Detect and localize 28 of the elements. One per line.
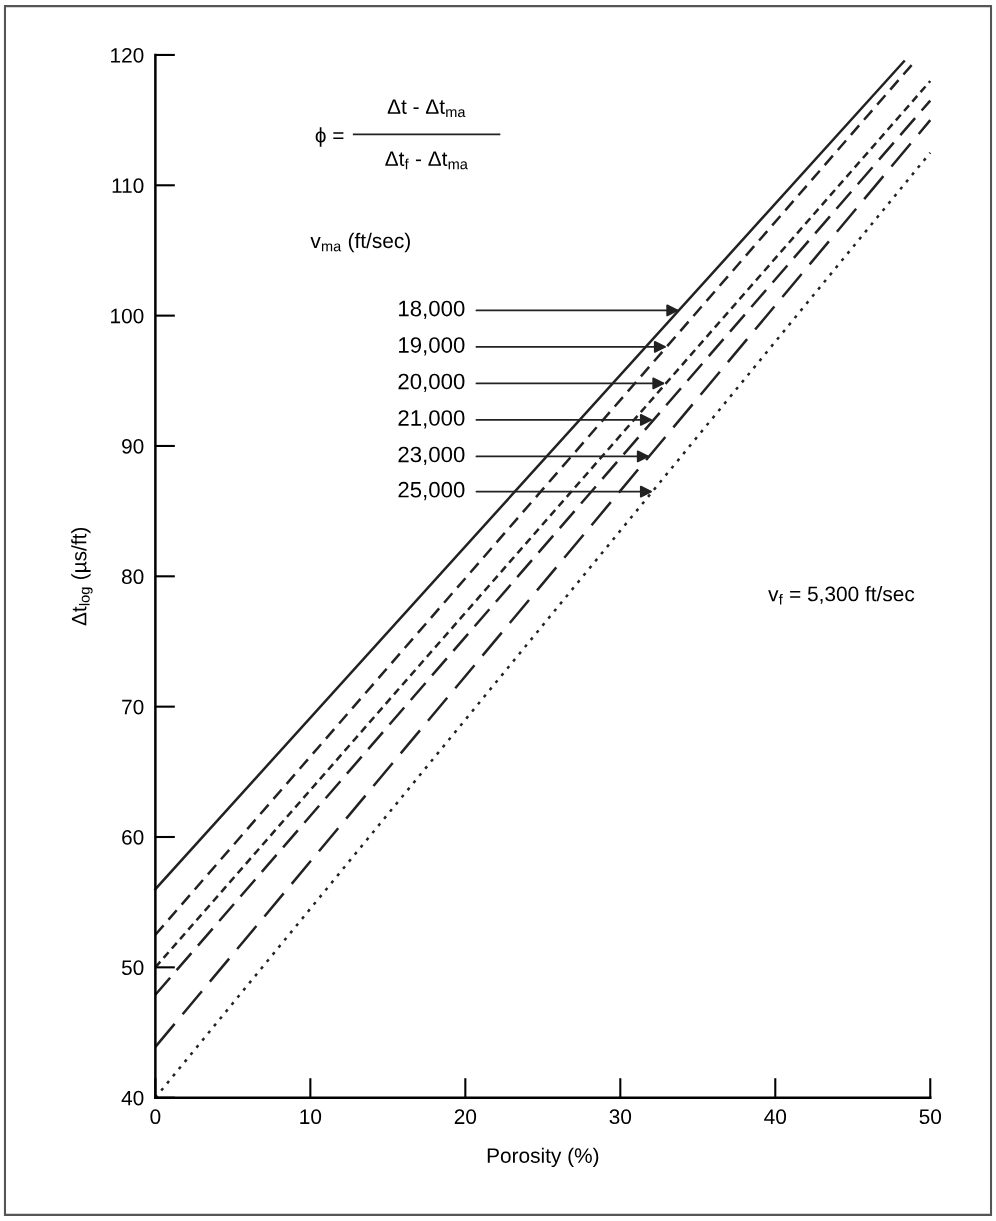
x-tick-label: 50	[919, 1109, 942, 1125]
y-tick-label: 40	[121, 1090, 144, 1106]
x-axis-title: Porosity (%)	[487, 1147, 599, 1168]
x-tick-label: 40	[764, 1109, 787, 1125]
x-tick-label: 10	[300, 1109, 322, 1125]
annotation: ϕ =	[315, 127, 344, 147]
annotation: v$_{f}$ = 5,300 ft/sec	[768, 586, 915, 605]
annotation: 18,000	[399, 300, 465, 320]
annotation: 25,000	[398, 481, 465, 501]
y-tick-label: 50	[121, 960, 144, 976]
y-tick-label: 110	[112, 178, 144, 194]
y-tick-label: 70	[122, 699, 144, 715]
x-tick-label: 30	[609, 1109, 632, 1125]
y-axis-title: Δt$_{log}$ (µs/ft)	[71, 527, 93, 626]
annotation: Δt - Δt$_{ma}$	[387, 99, 466, 118]
y-tick-label: 120	[111, 47, 144, 63]
y-tick-label: 90	[122, 438, 144, 454]
annotation: 19,000	[399, 337, 465, 356]
y-tick-label: 60	[122, 830, 144, 845]
annotation: Δt$_{f}$ - Δt$_{ma}$	[385, 151, 468, 170]
annotation: 20,000	[398, 373, 465, 392]
annotation: 23,000	[398, 446, 465, 465]
annotation: v$_{ma}$ (ft/sec)	[310, 232, 410, 253]
y-tick-label: 80	[122, 569, 144, 585]
x-tick-label: 0	[150, 1109, 161, 1125]
annotation: 21,000	[398, 410, 465, 429]
x-tick-label: 20	[454, 1109, 477, 1125]
y-tick-label: 100	[111, 308, 144, 324]
